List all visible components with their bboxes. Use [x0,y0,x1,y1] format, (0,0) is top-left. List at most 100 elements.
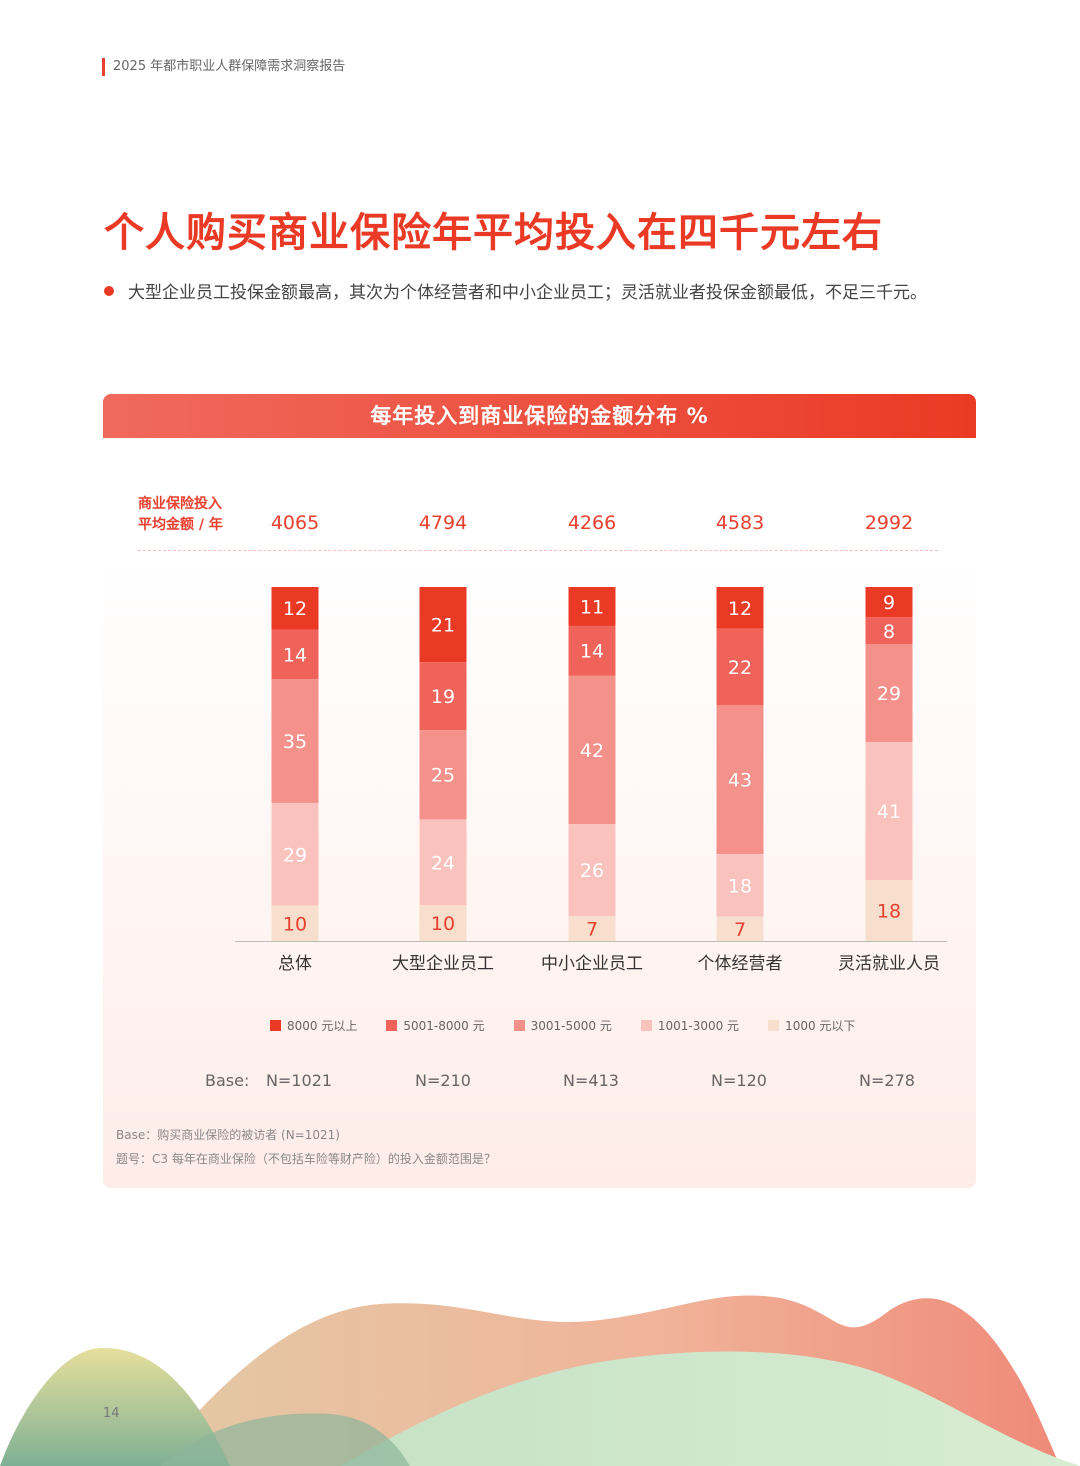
bar-segment [865,644,913,743]
bar-value-label: 41 [877,801,901,823]
chart-title-banner: 每年投入到商业保险的金额分布 % [103,394,976,438]
bar-value-label: 24 [431,852,455,874]
legend-swatch [270,1019,281,1031]
base-label: Base: [205,1071,250,1090]
bar-value-label: 7 [734,919,746,941]
legend-swatch [386,1019,398,1031]
category-label: 个体经营者 [698,954,783,974]
bar-segment [716,587,764,629]
bar-segment [568,824,616,917]
bar-segment [271,905,319,941]
legend-label: 3001-5000 元 [530,1018,612,1033]
legend-label: 8000 元以上 [287,1018,358,1033]
mountain-shadow [160,1413,410,1466]
bar-segment [865,880,913,941]
bar-value-label: 43 [728,770,752,792]
bar-segment [419,587,467,663]
bar-value-label: 42 [580,740,604,762]
bar-segment [271,802,319,906]
bar-value-label: 10 [431,913,455,935]
legend-item: 1000 元以下 [768,1017,855,1033]
bar-segment [716,854,764,917]
bar-value-label: 10 [283,913,307,935]
bar-value-label: 25 [431,765,455,787]
bar-segment [865,742,913,881]
bar-value-label: 8 [883,621,895,643]
bar-segment [568,675,616,825]
bar-value-label: 11 [580,596,604,618]
legend-label: 1001-3000 元 [657,1018,740,1033]
bar-segment [271,679,319,803]
bar-segment [716,628,764,705]
bar-value-label: 18 [728,875,752,897]
category-label: 中小企业员工 [541,954,643,974]
bar-value-label: 12 [283,598,307,620]
bar-segment [716,916,764,941]
bullet-dot [104,286,114,296]
bar-segment [271,629,319,680]
base-value: N=210 [415,1071,471,1090]
bar-segment [568,587,616,626]
bar-segment [419,662,467,731]
bar-value-label: 7 [586,919,598,941]
average-label: 商业保险投入 平均金额 / 年 [138,494,258,536]
legend-swatch [640,1019,652,1031]
dashed-divider [138,550,938,551]
bar-value-label: 29 [283,844,307,866]
bar-value-label: 14 [580,641,604,663]
average-value: 4583 [715,512,765,534]
bar-value-label: 9 [883,592,895,614]
category-label: 总体 [278,954,312,974]
bar-segment [419,905,467,941]
page-title: 个人购买商业保险年平均投入在四千元左右 [104,210,883,256]
footnote-question: 题号：C3 每年在商业保险（不包括车险等财产险）的投入金额范围是？ [116,1152,496,1166]
chart-legend: 8000 元以上 5001-8000 元 3001-5000 元 1001-30… [270,1017,884,1033]
bar-segment [716,705,764,855]
bar-segment [568,625,616,676]
bar-value-label: 26 [580,860,604,882]
bar-segment [271,587,319,630]
bar-segment [419,819,467,906]
legend-item: 1001-3000 元 [640,1017,740,1033]
average-value: 4266 [567,512,617,534]
page-number: 14 [103,1406,120,1421]
bar-segment [865,587,913,618]
bar-segment [419,730,467,820]
bar-value-label: 18 [877,901,901,923]
mountain-decoration [0,1295,1080,1466]
bar-segment [568,916,616,941]
base-value: N=413 [563,1071,619,1090]
bar-value-label: 22 [728,657,752,679]
base-value: N=1021 [265,1071,333,1090]
bar-value-label: 14 [283,644,307,666]
average-label-line1: 商业保险投入 [138,496,222,512]
legend-item: 8000 元以上 [270,1017,357,1033]
stacked-bar-chart: 12 14 35 29 10 总体 21 19 25 24 10 大型企业员工 11 14 42 26 7 中小企… [235,587,947,974]
average-label-line2: 平均金额 / 年 [138,517,223,533]
legend-swatch [768,1019,780,1031]
bar-value-label: 29 [877,683,901,705]
report-header: 2025 年都市职业人群保障需求洞察报告 [102,58,345,76]
bar-value-label: 21 [431,615,455,637]
mountain-front [340,1351,1080,1466]
bar-value-label: 12 [728,598,752,620]
legend-swatch [513,1019,525,1031]
base-value: N=278 [859,1071,915,1090]
legend-item: 3001-5000 元 [513,1017,612,1033]
footnote-base: Base：购买商业保险的被访者 (N=1021) [116,1128,340,1142]
base-value: N=120 [711,1071,767,1090]
average-value: 2992 [864,512,914,534]
average-value: 4794 [418,512,468,534]
legend-label: 1000 元以下 [785,1018,856,1033]
legend-item: 5001-8000 元 [386,1017,485,1033]
bar-segment [865,617,913,645]
category-label: 灵活就业人员 [838,954,940,974]
category-label: 大型企业员工 [392,954,494,974]
bar-value-label: 35 [283,731,307,753]
chart-panel [103,394,976,1188]
bar-value-label: 19 [431,686,455,708]
legend-label: 5001-8000 元 [403,1018,485,1033]
summary-bullet: 大型企业员工投保金额最高，其次为个体经营者和中小企业员工；灵活就业者投保金额最低… [128,283,927,303]
average-value: 4065 [270,512,320,534]
mountain-left [0,1347,230,1466]
